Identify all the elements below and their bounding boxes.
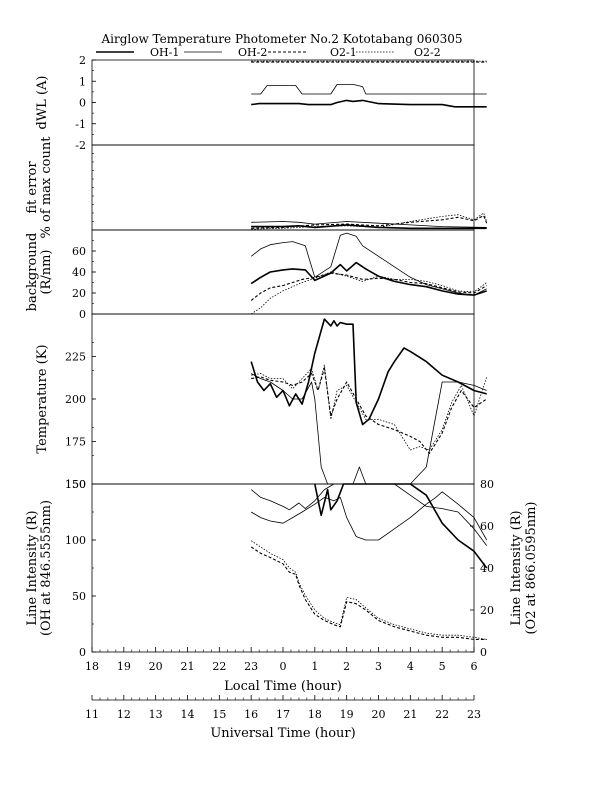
ylabel-temp: Temperature (K) — [35, 344, 50, 453]
panel-frame-int — [91, 483, 475, 653]
xtick-ut-label: 12 — [117, 708, 131, 721]
ylabel-bg: background — [25, 233, 40, 312]
ytick-label-dwl-bottom: -2 — [75, 139, 86, 152]
ytick-right-label-int: 20 — [480, 604, 494, 617]
panel-dwl: 2 1 0 -1 -2 dWL (A) — [35, 54, 487, 152]
series-fit-oh-2 — [251, 221, 487, 228]
panel-bg: 60 40 20 0 background (R/nm) — [25, 229, 487, 321]
series-temp-o2-1 — [251, 367, 488, 454]
ytick-right-label-int: 60 — [480, 520, 494, 533]
xtick-ut-label: 21 — [403, 708, 417, 721]
series-bg-o2-2 — [250, 271, 487, 315]
panel-temp: 225 200 175 150 Temperature (K) — [35, 313, 488, 491]
xtick-local-label: 6 — [471, 660, 478, 673]
xtick-local-label: 23 — [244, 660, 258, 673]
xtick-ut-label: 18 — [308, 708, 322, 721]
series-fit-o2-1 — [251, 215, 488, 229]
series-dwl-oh-1 — [251, 99, 487, 108]
ytick-label-bg: 60 — [72, 245, 86, 258]
panel-frame-dwl — [91, 59, 475, 146]
ytick-label-bg: 40 — [72, 266, 86, 279]
series-int-oh-1 — [314, 483, 488, 569]
series-bg-oh-1 — [250, 261, 487, 296]
xtick-local-label: 18 — [85, 660, 99, 673]
legend-label-o2-2: O2-2 — [414, 46, 441, 59]
ytick-label-int: 100 — [65, 534, 86, 547]
ytick-label-dwl: 1 — [79, 75, 86, 88]
ylabel-fit: % of max count — [39, 136, 54, 239]
ylabel-bg: (R/nm) — [39, 249, 54, 294]
xtick-ut-label: 13 — [149, 708, 163, 721]
panels: 2 1 0 -1 -2 dWL (A) fit error% of max count 60 4… — [25, 54, 539, 659]
xtick-ut-label: 22 — [435, 708, 449, 721]
ytick-right-label-int: 0 — [480, 646, 487, 659]
ytick-label-temp: 150 — [65, 478, 86, 491]
ylabel-fit: fit error — [25, 161, 40, 214]
xtick-ut-label: 17 — [276, 708, 290, 721]
xtick-ut-label: 11 — [85, 708, 99, 721]
series-temp-o2-2 — [251, 364, 488, 451]
xlabel-ut: Universal Time (hour) — [210, 726, 355, 741]
xtick-local-label: 5 — [439, 660, 446, 673]
ytick-label-bg: 20 — [72, 287, 86, 300]
series-bg-o2-1 — [250, 272, 487, 301]
legend-label-oh-2: OH-2 — [238, 46, 267, 59]
ytick-label-dwl: 0 — [79, 97, 86, 110]
ytick-label-temp: 200 — [65, 393, 86, 406]
chart-title: Airglow Temperature Photometer No.2 Koto… — [100, 32, 462, 46]
ytick-label-dwl: 2 — [79, 54, 86, 67]
xlabel-local: Local Time (hour) — [224, 679, 342, 694]
xtick-local-label: 3 — [375, 660, 382, 673]
series-fit-o2-2 — [251, 212, 488, 230]
ylabel-int: (OH at 846.5555nm) — [39, 500, 54, 636]
panel-fit: fit error% of max count — [25, 136, 488, 239]
ytick-label-temp: 175 — [65, 436, 86, 449]
legend-label-oh-1: OH-1 — [150, 46, 179, 59]
ytick-label-dwl: -1 — [75, 118, 86, 131]
xtick-ut-label: 16 — [244, 708, 258, 721]
xtick-ut-label: 23 — [467, 708, 481, 721]
xtick-local-label: 4 — [407, 660, 414, 673]
xtick-ut-label: 15 — [212, 708, 226, 721]
series-bg-oh-2 — [250, 232, 487, 296]
xtick-local-label: 1 — [311, 660, 318, 673]
ylabel-right-int: (O2 at 866.0595nm) — [524, 501, 539, 634]
xtick-local-label: 2 — [343, 660, 350, 673]
series-int-oh-2 — [250, 483, 488, 546]
ylabel-right-int: Line Intensity (R) — [509, 510, 524, 625]
series-dwl-oh-2 — [251, 84, 487, 95]
legend-label-o2-1: O2-1 — [330, 46, 357, 59]
xtick-local-label: 22 — [212, 660, 226, 673]
ytick-label-int: 50 — [72, 590, 86, 603]
ylabel-dwl: dWL (A) — [35, 76, 50, 130]
series-temp-oh-2 — [251, 373, 487, 485]
xtick-local-label: 0 — [280, 660, 287, 673]
ytick-label-int: 0 — [79, 646, 86, 659]
ytick-label-int: 150 — [65, 478, 86, 491]
xtick-ut-label: 14 — [181, 708, 195, 721]
series-fit-oh-1 — [251, 224, 487, 230]
legend: OH-1 OH-2 O2-1 O2-2 — [96, 46, 441, 59]
series-int-o2-2 — [250, 540, 487, 640]
xtick-local-label: 21 — [181, 660, 195, 673]
ytick-right-label-int: 80 — [480, 478, 494, 491]
series-int-o2-1 — [250, 546, 487, 640]
panel-frame-fit — [91, 144, 475, 231]
xtick-local-label: 20 — [149, 660, 163, 673]
panel-frame-temp — [91, 313, 475, 485]
ytick-right-label-int: 40 — [480, 562, 494, 575]
xtick-ut-label: 19 — [340, 708, 354, 721]
ytick-label-bg: 0 — [79, 308, 86, 321]
xtick-ut-label: 20 — [372, 708, 386, 721]
xtick-local-label: 19 — [117, 660, 131, 673]
series-int-oh-2-lower- — [250, 491, 488, 541]
ylabel-int: Line Intensity (R) — [25, 510, 40, 625]
ytick-label-temp: 225 — [65, 351, 86, 364]
